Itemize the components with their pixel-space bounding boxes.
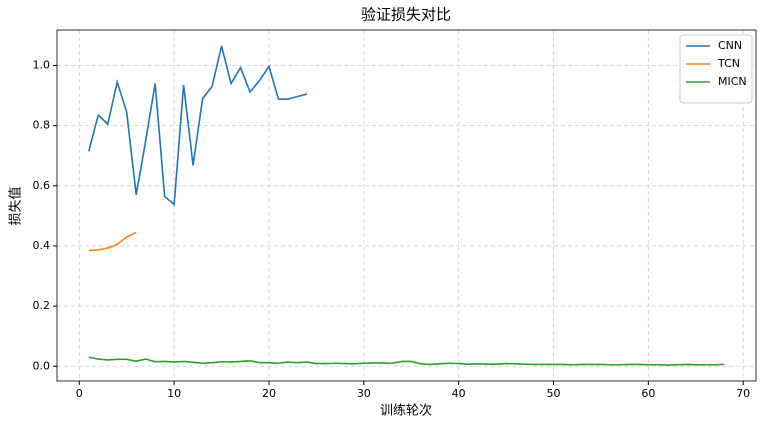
x-tick-label: 20 [262,387,276,400]
series-line [88,356,725,366]
y-tick-label: 0.6 [33,179,51,192]
series-line [87,45,308,207]
x-tick-label: 40 [452,387,466,400]
series-line [88,231,137,252]
plot-frame [56,29,757,382]
y-tick-label: 0.0 [33,359,51,372]
x-tick-label: 50 [547,387,561,400]
x-axis-label: 训练轮次 [380,403,432,419]
y-tick-label: 1.0 [33,58,51,71]
x-tick-label: 30 [357,387,371,400]
legend-label: MICN [718,75,747,88]
legend-box [679,34,753,104]
y-axis-label: 损失值 [8,186,24,225]
legend-label: CNN [718,39,742,52]
y-tick-label: 0.2 [33,299,51,312]
x-tick-label: 60 [641,387,655,400]
x-tick-label: 10 [167,387,181,400]
y-tick-label: 0.8 [33,119,51,132]
chart-title: 验证损失对比 [361,6,451,24]
y-tick-label: 0.4 [33,239,51,252]
x-tick-label: 0 [76,387,83,400]
legend-label: TCN [717,57,740,70]
x-tick-label: 70 [736,387,750,400]
